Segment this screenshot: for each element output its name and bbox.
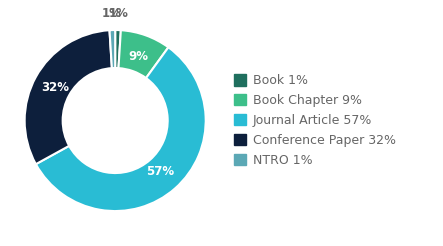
Wedge shape [25,30,112,164]
Text: 32%: 32% [42,81,70,94]
Text: 1%: 1% [102,7,122,20]
Wedge shape [115,30,121,68]
Legend: Book 1%, Book Chapter 9%, Journal Article 57%, Conference Paper 32%, NTRO 1%: Book 1%, Book Chapter 9%, Journal Articl… [230,71,399,170]
Wedge shape [118,30,168,78]
Text: 9%: 9% [128,50,148,63]
Text: 1%: 1% [109,7,128,20]
Wedge shape [36,47,206,211]
Wedge shape [109,30,115,68]
Text: 57%: 57% [146,165,174,178]
